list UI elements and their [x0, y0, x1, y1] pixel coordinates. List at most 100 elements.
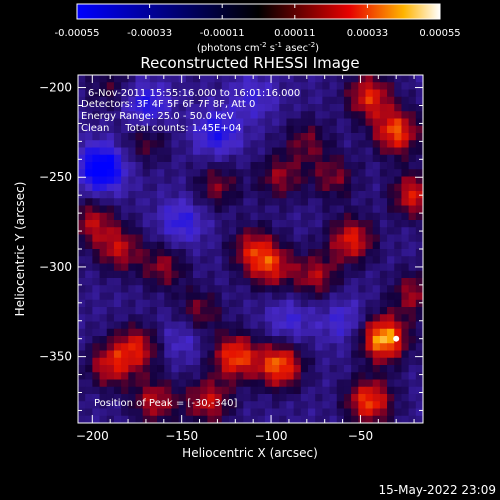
heatmap-cell [387, 96, 395, 105]
heatmap-cell [200, 220, 208, 228]
heatmap-cell [308, 307, 316, 315]
heatmap-cell [408, 125, 417, 134]
heatmap-cell [343, 278, 352, 286]
heatmap-cell [228, 125, 237, 134]
heatmap-cell [185, 263, 194, 272]
heatmap-cell [329, 82, 338, 91]
heatmap-cell [279, 162, 288, 170]
heatmap-cell [106, 220, 115, 228]
heatmap-cell [257, 372, 266, 381]
heatmap-cell [193, 140, 201, 149]
heatmap-cell [365, 386, 374, 395]
heatmap-cell [113, 263, 122, 272]
heatmap-cell [85, 205, 93, 214]
heatmap-cell [300, 125, 309, 134]
heatmap-cell [387, 125, 395, 134]
heatmap-cell [286, 365, 295, 373]
heatmap-cell [236, 147, 244, 156]
heatmap-cell [142, 307, 151, 315]
heatmap-cell [279, 82, 288, 91]
heatmap-cell [387, 111, 395, 120]
heatmap-cell [78, 118, 86, 127]
heatmap-cell [214, 82, 223, 91]
heatmap-cell [135, 365, 144, 373]
heatmap-cell [315, 140, 323, 149]
heatmap-cell [379, 328, 388, 337]
heatmap-cell [351, 104, 359, 112]
heatmap-cell [236, 241, 244, 250]
heatmap-cell [272, 336, 280, 344]
heatmap-cell [149, 249, 158, 257]
heatmap-cell [372, 96, 381, 105]
heatmap-cell [171, 241, 180, 250]
heatmap-cell [207, 191, 216, 199]
heatmap-cell [257, 249, 266, 257]
heatmap-cell [315, 220, 323, 228]
heatmap-cell [193, 314, 201, 323]
heatmap-cell [250, 205, 259, 214]
heatmap-cell [401, 357, 410, 366]
heatmap-cell [92, 336, 101, 344]
heatmap-cell [286, 379, 295, 388]
heatmap-cell [401, 299, 410, 308]
heatmap-cell [250, 176, 259, 185]
heatmap-cell [286, 220, 295, 228]
heatmap-cell [113, 154, 122, 163]
heatmap-cell [142, 140, 151, 149]
heatmap-cell [157, 176, 165, 185]
axes: −200 −150 −100 −50−200−250−300−350 [39, 75, 423, 443]
heatmap-cell [135, 299, 144, 308]
heatmap-cell [308, 408, 316, 417]
heatmap-cell [379, 415, 388, 423]
heatmap-cell [272, 343, 280, 352]
heatmap-cell [121, 176, 129, 185]
heatmap-cell [250, 227, 259, 236]
heatmap-cell [236, 379, 244, 388]
heatmap-cell [78, 249, 86, 257]
heatmap-cell [142, 328, 151, 337]
heatmap-cell [279, 357, 288, 366]
heatmap-cell [85, 118, 93, 127]
heatmap-cell [415, 183, 423, 192]
heatmap-cell [214, 336, 223, 344]
heatmap-cell [135, 328, 144, 337]
heatmap-cell [293, 75, 302, 83]
heatmap-cell [329, 415, 338, 423]
heatmap-cell [178, 336, 187, 344]
heatmap-cell [272, 89, 280, 98]
heatmap-cell [365, 241, 374, 250]
heatmap-cell [315, 169, 323, 178]
heatmap-cell [250, 336, 259, 344]
heatmap-cell [171, 82, 180, 91]
heatmap-cell [358, 328, 367, 337]
heatmap-cell [128, 82, 137, 91]
heatmap-cell [164, 191, 173, 199]
heatmap-cell [243, 169, 252, 178]
heatmap-cell [207, 249, 216, 257]
heatmap-cell [315, 350, 323, 359]
heatmap-cell [185, 350, 194, 359]
heatmap-cell [149, 270, 158, 279]
heatmap-cell [78, 394, 86, 402]
heatmap-cell [293, 270, 302, 279]
heatmap-cell [85, 191, 93, 199]
heatmap-cell [379, 394, 388, 402]
heatmap-cell [387, 386, 395, 395]
heatmap-cell [401, 154, 410, 163]
heatmap-cell [250, 118, 259, 127]
heatmap-cell [164, 169, 173, 178]
heatmap-cell [365, 104, 374, 112]
heatmap-cell [157, 96, 165, 105]
heatmap-cell [78, 307, 86, 315]
heatmap-cell [214, 401, 223, 410]
heatmap-cell [387, 394, 395, 402]
heatmap-cell [351, 256, 359, 265]
heatmap-cell [243, 415, 252, 423]
heatmap-cell [128, 212, 137, 221]
heatmap-cell [379, 336, 388, 344]
heatmap-cell [142, 125, 151, 134]
heatmap-cell [92, 118, 101, 127]
heatmap-cell [322, 292, 331, 301]
heatmap-cell [128, 75, 137, 83]
heatmap-cell [394, 256, 403, 265]
